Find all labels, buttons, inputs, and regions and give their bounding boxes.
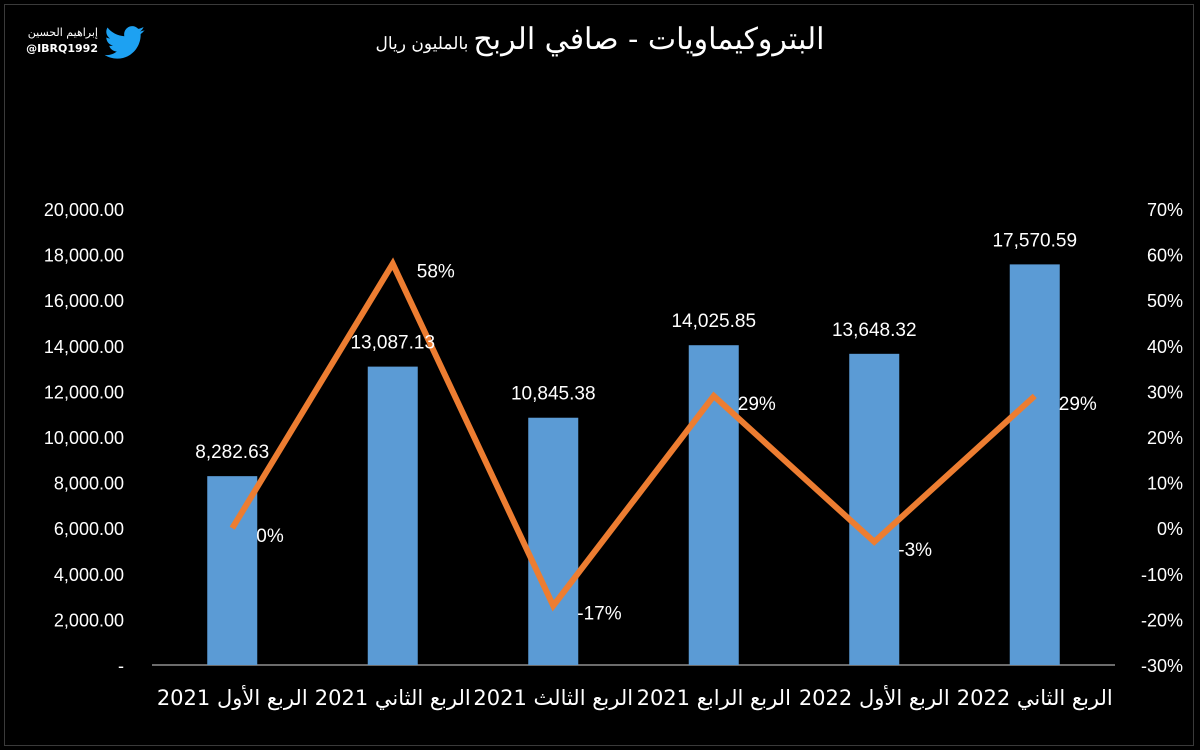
line-value-label: 29% [1059,394,1097,415]
y-right-tick-label: 20% [1147,428,1183,448]
y-right-tick-label: 10% [1147,474,1183,494]
twitter-bird-icon [104,26,145,59]
twitter-bird-shape [104,26,145,59]
bar-value-label: 14,025.85 [671,311,756,332]
x-category-label: الربع الثالث 2021 [473,686,633,710]
bar [528,417,579,665]
line-value-label: -17% [577,604,621,625]
y-left-tick-label: 18,000.00 [44,246,124,266]
y-right-tick-label: 50% [1147,291,1183,311]
y-left-tick-label: 4,000.00 [54,565,124,585]
y-right-tick-label: 60% [1147,246,1183,266]
y-left-tick-label: 10,000.00 [44,428,124,448]
line-value-label: 29% [738,394,776,415]
y-right-tick-label: 70% [1147,200,1183,220]
bar-value-label: 8,282.63 [195,442,269,463]
y-right-tick-label: 30% [1147,382,1183,402]
x-category-label: الربع الأول 2021 [157,685,308,710]
y-right-tick-label: 40% [1147,337,1183,357]
x-category-label: الربع الأول 2022 [799,685,950,710]
bar [207,476,258,665]
y-left-tick-label: 6,000.00 [54,519,124,539]
bar-value-label: 13,087.13 [350,333,435,354]
line-value-label: -3% [898,540,932,561]
y-right-tick-label: -10% [1141,565,1183,585]
y-left-tick-label: 2,000.00 [54,610,124,630]
brand-name: إبراهيم الحسين [27,26,98,39]
x-category-label: الربع الثاني 2022 [957,686,1113,710]
growth-line [229,257,1037,612]
y-left-tick-label: 8,000.00 [54,474,124,494]
y-left-tick-label: - [118,656,124,676]
line-value-label: 58% [417,262,455,283]
y-right-tick-label: -30% [1141,656,1183,676]
chart-title: البتروكيماويات - صافي الربح [473,22,825,57]
bar [367,366,418,665]
brand-handle: @IBRQ1992 [26,42,98,55]
y-right-tick-label: 0% [1157,519,1183,539]
x-category-label: الربع الثاني 2021 [315,686,471,710]
bar [1009,264,1060,665]
chart-frame [4,4,1194,746]
y-right-tick-label: -20% [1141,610,1183,630]
bar-value-label: 13,648.32 [832,320,917,341]
y-left-tick-label: 14,000.00 [44,337,124,357]
line-value-label: 0% [256,526,284,547]
bar-value-label: 10,845.38 [511,384,596,405]
y-left-tick-label: 16,000.00 [44,291,124,311]
y-left-tick-label: 12,000.00 [44,382,124,402]
y-left-tick-label: 20,000.00 [44,200,124,220]
bar-value-label: 17,570.59 [992,230,1077,251]
chart-subtitle: بالمليون ريال [375,34,469,54]
bar [849,353,900,665]
title-block: البتروكيماويات - صافي الربح بالمليون ريا… [0,22,1200,57]
x-category-label: الربع الرابع 2021 [637,686,791,710]
